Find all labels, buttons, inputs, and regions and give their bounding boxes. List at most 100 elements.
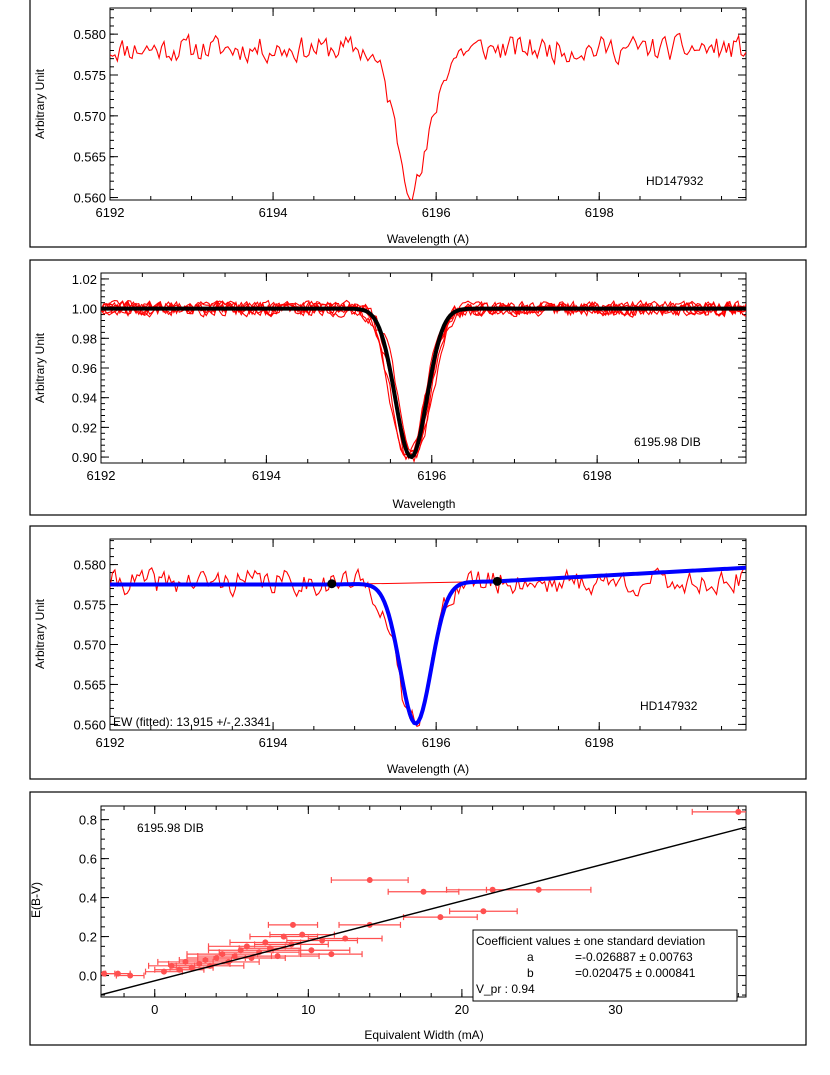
data-point bbox=[480, 908, 487, 915]
x-tick-label: 6198 bbox=[585, 735, 614, 750]
panel-3-data bbox=[110, 565, 746, 728]
data-point bbox=[535, 886, 542, 893]
fit-legend-a-name: a bbox=[527, 950, 534, 964]
fit-legend-b-value: =0.020475 ± 0.000841 bbox=[575, 966, 696, 980]
y-tick-label: 0.560 bbox=[73, 191, 106, 206]
y-tick-label: 1.02 bbox=[72, 272, 97, 287]
y-tick-label: 1.00 bbox=[72, 302, 97, 317]
panel-2-dib-profile: 6192 6194 6196 6198 0.90 0.92 0.94 0.96 0.98 1.0… bbox=[33, 272, 747, 511]
continuum-anchor-point bbox=[327, 579, 337, 589]
panel-3-plot-area bbox=[109, 538, 747, 731]
fit-legend-box bbox=[472, 929, 738, 1002]
y-tick-label: 0.570 bbox=[73, 109, 106, 124]
x-tick-label: 20 bbox=[455, 1002, 469, 1017]
fit-legend: Coefficient values ± one standard deviat… bbox=[472, 929, 738, 1002]
panel-1-y-label: Arbitrary Unit bbox=[33, 68, 47, 139]
x-tick-label: 6194 bbox=[259, 735, 288, 750]
data-point bbox=[437, 914, 444, 921]
panel-1-plot-area bbox=[109, 7, 747, 201]
panel-4-dib-label: 6195.98 DIB bbox=[137, 821, 204, 835]
panel-2-x-label: Wavelength bbox=[393, 497, 456, 511]
x-tick-label: 6192 bbox=[96, 205, 125, 220]
continuum-anchor-point bbox=[492, 576, 502, 586]
x-tick-label: 30 bbox=[608, 1002, 622, 1017]
panel-2-dib-label: 6195.98 DIB bbox=[634, 435, 701, 449]
x-tick-label: 6198 bbox=[585, 205, 614, 220]
x-tick-label: 6194 bbox=[259, 205, 288, 220]
y-tick-label: 0.575 bbox=[73, 68, 106, 83]
y-tick-label: 0.98 bbox=[72, 331, 97, 346]
panel-1-data bbox=[110, 32, 746, 200]
panel-4-plot-area bbox=[100, 805, 747, 998]
mean-profile-line bbox=[101, 306, 746, 460]
individual-spectrum-line bbox=[101, 299, 746, 459]
data-point bbox=[328, 951, 335, 958]
data-point bbox=[308, 947, 315, 954]
panel-3-y-axis: 0.560 0.565 0.570 0.575 0.580 bbox=[73, 540, 746, 732]
panel-3-x-axis: 6192 6194 6196 6198 bbox=[96, 539, 723, 750]
panel-3-fit: 6192 6194 6196 6198 0.5600.5650.5700.5750.5… bbox=[33, 538, 747, 776]
panel-3-star-label: HD147932 bbox=[640, 699, 698, 713]
panel-1-spectrum: 6192 6194 6196 6198 0.5600.5650.5700.5750.5… bbox=[33, 7, 747, 246]
panel-4-x-label: Equivalent Width (mA) bbox=[364, 1028, 483, 1042]
panel-4-correlation: 0 10 20 30 0.0 0.2 0.4 0.6 0.8 Equivalent Width… bbox=[29, 805, 747, 1042]
y-tick-label: 0.565 bbox=[73, 150, 106, 165]
panel-1-y-axis: 0.560 0.565 0.570 0.575 0.580 bbox=[73, 9, 746, 206]
y-tick-label: 0.570 bbox=[73, 637, 106, 652]
data-point bbox=[127, 972, 134, 979]
panel-3-ew-text: EW (fitted): 13.915 +/- 2.3341 bbox=[113, 715, 271, 729]
x-tick-label: 6198 bbox=[583, 468, 612, 483]
panel-3-x-label: Wavelength (A) bbox=[387, 762, 469, 776]
y-tick-label: 0.565 bbox=[73, 677, 106, 692]
y-tick-label: 0.575 bbox=[73, 598, 106, 613]
y-tick-label: 0.96 bbox=[72, 361, 97, 376]
x-tick-label: 6196 bbox=[422, 735, 451, 750]
y-tick-label: 0.90 bbox=[72, 450, 97, 465]
panel-2-x-axis: 6192 6194 6196 6198 bbox=[87, 273, 722, 483]
y-tick-label: 0.94 bbox=[72, 391, 97, 406]
data-point bbox=[342, 935, 349, 942]
panel-4-frame bbox=[29, 791, 807, 1046]
fitted-profile-line bbox=[110, 565, 746, 726]
fit-legend-footer: V_pr : 0.94 bbox=[476, 982, 535, 996]
y-tick-label: 0.0 bbox=[79, 969, 97, 984]
x-tick-label: 6196 bbox=[422, 205, 451, 220]
x-tick-label: 6192 bbox=[87, 468, 116, 483]
x-tick-label: 6194 bbox=[252, 468, 281, 483]
y-tick-label: 0.560 bbox=[73, 717, 106, 732]
linear-fit-line bbox=[101, 826, 746, 996]
x-tick-label: 0 bbox=[151, 1002, 158, 1017]
y-tick-label: 0.580 bbox=[73, 558, 106, 573]
x-tick-label: 6196 bbox=[417, 468, 446, 483]
y-tick-label: 0.580 bbox=[73, 27, 106, 42]
x-tick-label: 6192 bbox=[96, 735, 125, 750]
panel-2-y-axis: 0.90 0.92 0.94 0.96 0.98 1.00 1.02 bbox=[72, 272, 746, 465]
panel-1-x-label: Wavelength (A) bbox=[387, 232, 469, 246]
data-point bbox=[420, 888, 427, 895]
panel-3-y-label: Arbitrary Unit bbox=[33, 598, 47, 669]
panel-1-x-axis: 6192 6194 6196 6198 bbox=[96, 8, 723, 220]
y-tick-label: 0.2 bbox=[79, 930, 97, 945]
data-point bbox=[366, 877, 373, 884]
panel-1-star-label: HD147932 bbox=[646, 174, 704, 188]
y-tick-label: 0.92 bbox=[72, 420, 97, 435]
data-point bbox=[274, 953, 281, 960]
panel-2-frame bbox=[29, 259, 807, 516]
data-point bbox=[735, 808, 742, 815]
fit-legend-b-name: b bbox=[527, 966, 534, 980]
spectrum-line bbox=[110, 32, 746, 200]
panel-4-data bbox=[101, 808, 746, 996]
y-tick-label: 0.6 bbox=[79, 852, 97, 867]
panel-1-frame bbox=[29, 0, 807, 248]
panel-2-data bbox=[101, 299, 746, 463]
y-tick-label: 0.4 bbox=[79, 891, 97, 906]
fit-legend-a-value: =-0.026887 ± 0.00763 bbox=[575, 950, 693, 964]
panel-4-y-axis: 0.0 0.2 0.4 0.6 0.8 bbox=[79, 809, 746, 996]
data-point bbox=[299, 931, 306, 938]
panel-2-y-label: Arbitrary Unit bbox=[33, 332, 47, 403]
panel-4-y-label: E(B-V) bbox=[29, 882, 43, 918]
y-tick-label: 0.8 bbox=[79, 813, 97, 828]
data-point bbox=[289, 921, 296, 928]
panel-3-frame bbox=[29, 525, 807, 780]
